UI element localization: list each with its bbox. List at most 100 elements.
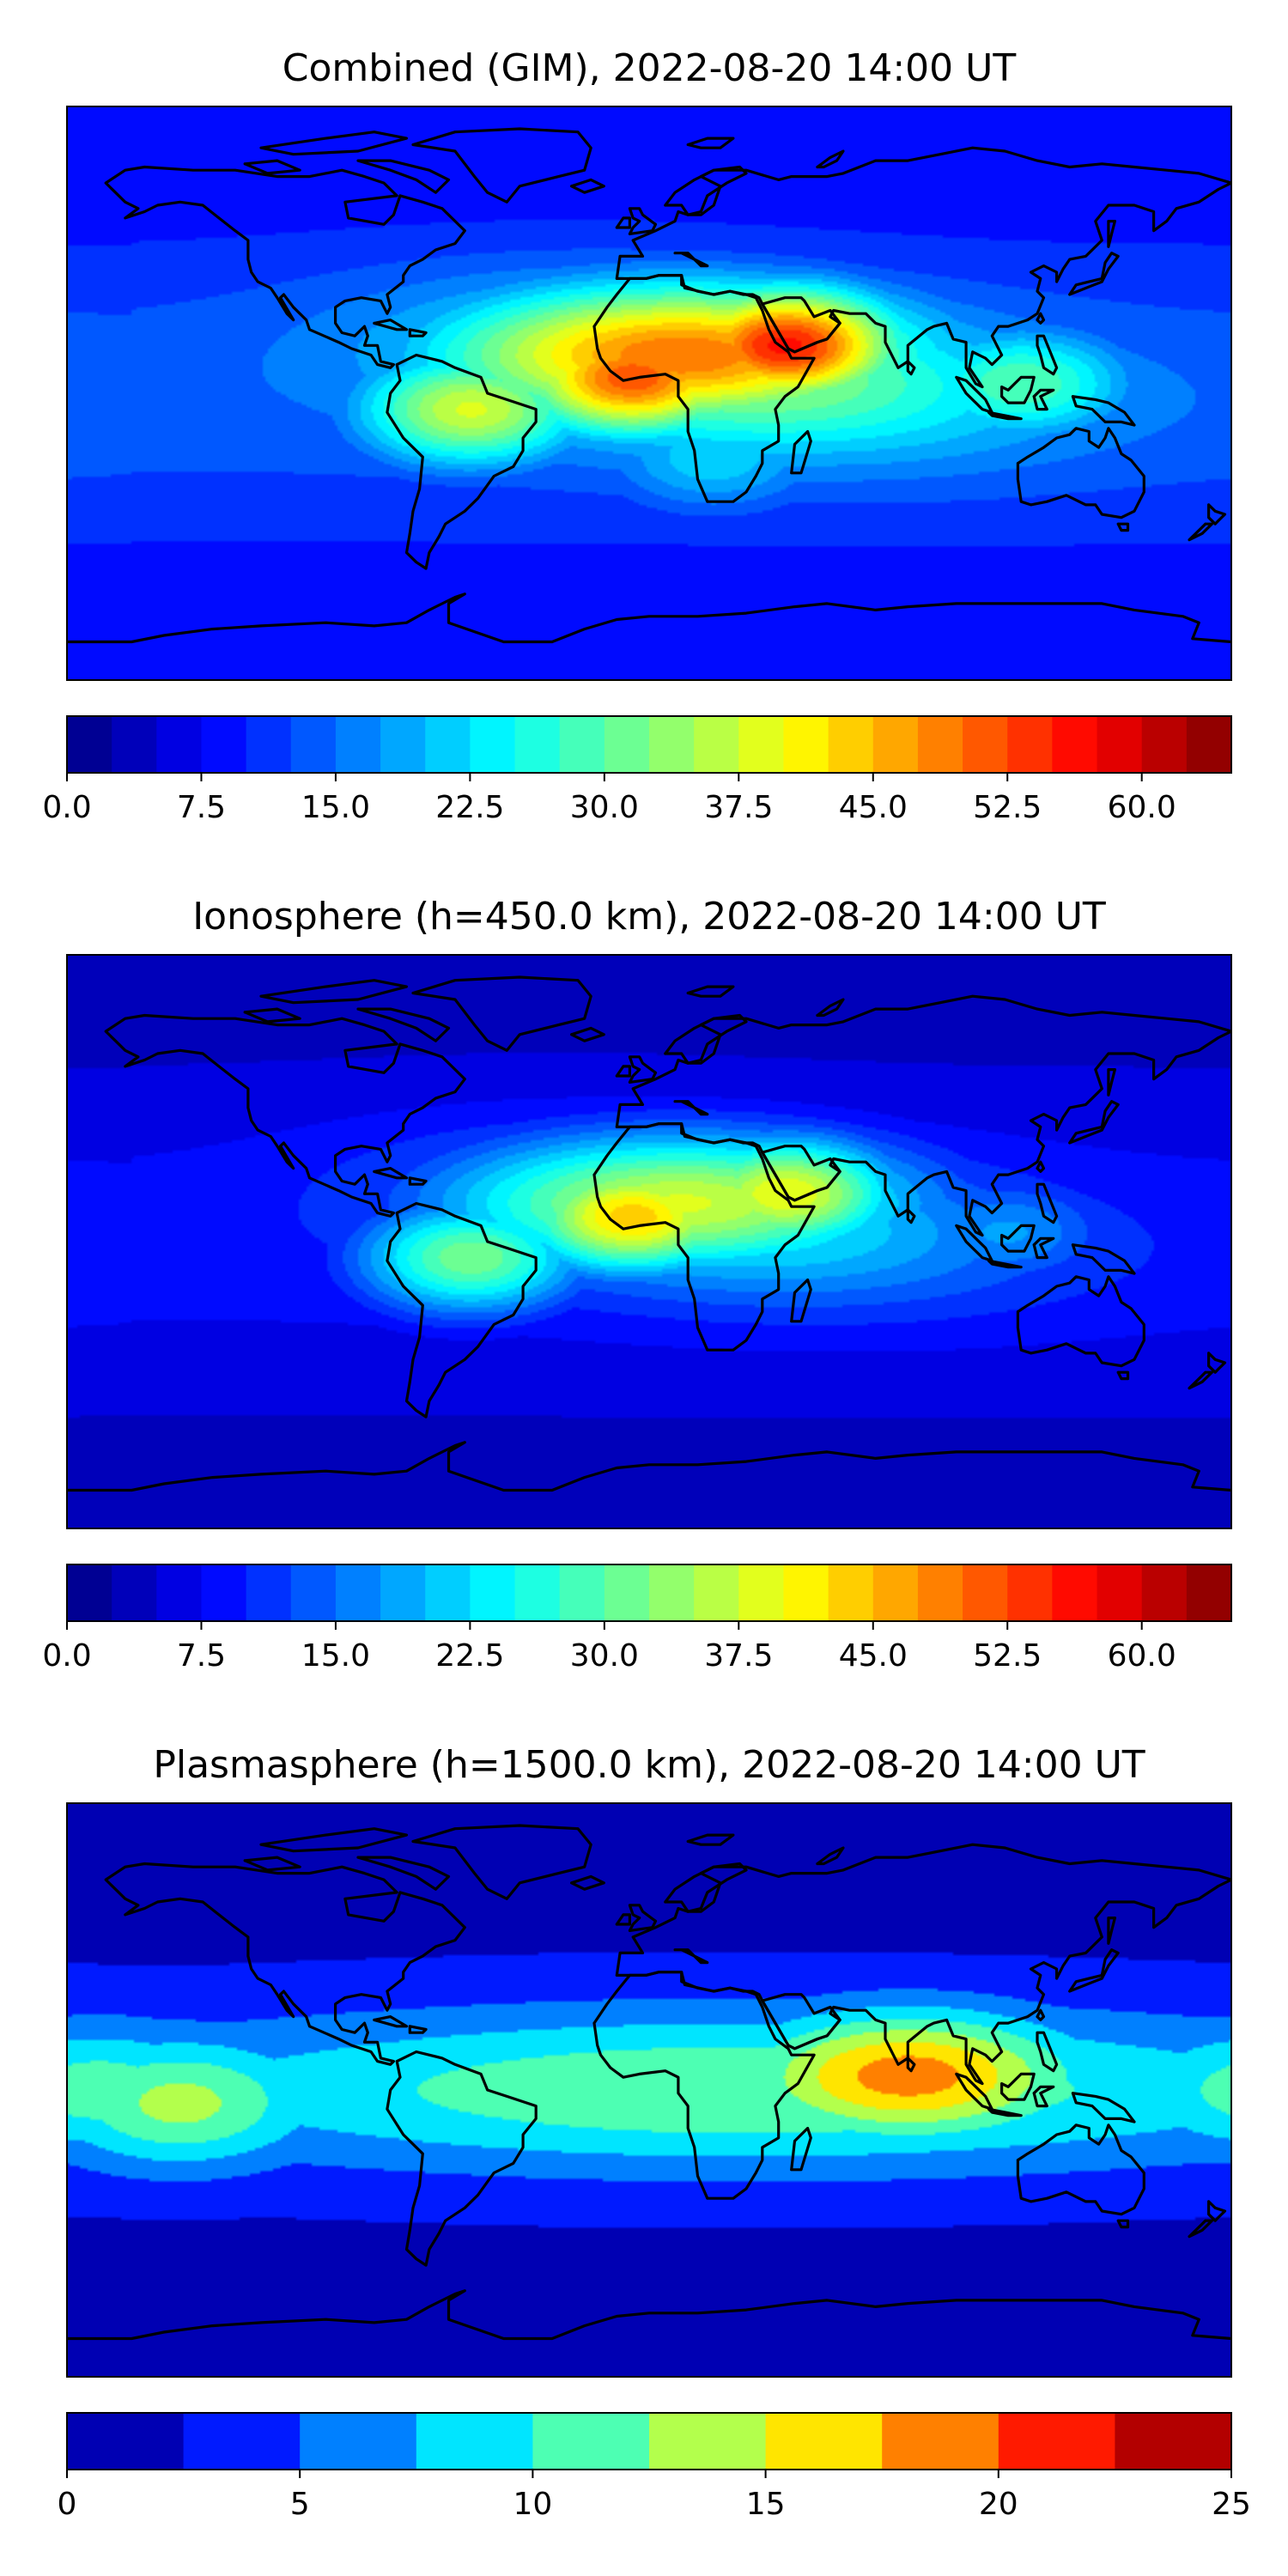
- coastline: [1188, 1370, 1213, 1390]
- coastline: [686, 137, 735, 149]
- colorbar-tick-label: 15: [746, 2487, 786, 2522]
- colorbar-cell: [559, 1564, 605, 1621]
- coastline: [408, 1176, 428, 1186]
- coastlines: [67, 975, 1231, 1492]
- colorbar-cell: [917, 716, 963, 773]
- coastline: [664, 165, 748, 216]
- colorbar-cell: [1052, 1564, 1098, 1621]
- coastline: [1036, 2008, 1046, 2021]
- coastline: [1036, 2031, 1059, 2073]
- colorbar-cell: [1141, 1564, 1188, 1621]
- coastline: [386, 2050, 538, 2267]
- coastline: [1036, 334, 1059, 376]
- coastline: [592, 274, 816, 503]
- tec-field: [67, 955, 1231, 1528]
- map-area: [67, 1803, 1231, 2377]
- coastline: [906, 2057, 916, 2073]
- colorbar-cell: [290, 716, 337, 773]
- colorbar-cell: [694, 1564, 739, 1621]
- coastline: [104, 1013, 466, 1218]
- colorbar-cell: [335, 1564, 381, 1621]
- coastline: [1116, 522, 1130, 532]
- coastlines: [67, 1824, 1231, 2341]
- colorbar-cell: [1052, 716, 1098, 773]
- colorbar-cell: [1007, 716, 1053, 773]
- colorbar-cell: [882, 2413, 999, 2470]
- coastline: [1000, 375, 1036, 404]
- coastline: [1036, 312, 1046, 325]
- colorbar-tick-label: 60.0: [1108, 1638, 1176, 1674]
- coastline: [987, 1259, 1023, 1269]
- colorbar-cell: [425, 1564, 471, 1621]
- coastline: [1107, 220, 1116, 248]
- coastline: [664, 1862, 748, 1913]
- coastline: [673, 252, 709, 268]
- coastline: [386, 1201, 538, 1419]
- colorbar-tick-label: 45.0: [839, 1638, 908, 1674]
- panel-title: Ionosphere (h=450.0 km), 2022-08-20 14:0…: [192, 895, 1106, 939]
- coastline: [1068, 1948, 1120, 1993]
- colorbar-tick-label: 45.0: [839, 790, 908, 825]
- coastline: [906, 1208, 916, 1224]
- coastline: [356, 1856, 451, 1891]
- colorbar-tick-label: 30.0: [570, 790, 639, 825]
- colorbar-cell: [380, 716, 426, 773]
- coastline: [67, 2289, 1231, 2341]
- map-frame: [66, 106, 1232, 681]
- colorbar-cell: [112, 716, 157, 773]
- coastline: [987, 410, 1023, 421]
- coastline: [1107, 1068, 1116, 1097]
- coastline: [761, 1993, 841, 2050]
- colorbar-tick-label: 37.5: [704, 790, 773, 825]
- colorbar-cell: [416, 2413, 533, 2470]
- colorbar-tick-label: 0: [58, 2487, 77, 2522]
- coastline: [664, 1013, 748, 1065]
- coastline: [1207, 1352, 1227, 1374]
- colorbar-cell: [1115, 2413, 1232, 2470]
- colorbar-cell: [828, 716, 874, 773]
- coastline: [259, 1827, 409, 1853]
- colorbar-cell: [201, 716, 247, 773]
- colorbar-frame: [66, 2412, 1232, 2470]
- colorbar-cell: [246, 716, 292, 773]
- coastline: [243, 1007, 301, 1024]
- panel-ionosphere: Ionosphere (h=450.0 km), 2022-08-20 14:0…: [42, 895, 1232, 1674]
- coastline: [816, 149, 845, 169]
- colorbar-cell: [201, 1564, 247, 1621]
- colorbar-tick-label: 60.0: [1108, 790, 1176, 825]
- coastline: [1016, 427, 1145, 519]
- coastline: [373, 319, 409, 331]
- coastline: [1016, 2123, 1145, 2216]
- coastline: [1036, 1182, 1059, 1224]
- colorbar-cell: [183, 2413, 301, 2470]
- colorbar-cell: [963, 716, 1008, 773]
- colorbar: 0 5 10 15 20 25: [58, 2412, 1251, 2522]
- coastline: [373, 1167, 409, 1180]
- coastlines: [67, 127, 1231, 644]
- colorbar-cell: [514, 716, 561, 773]
- coastline: [1107, 1917, 1116, 1945]
- coastline: [987, 2107, 1023, 2117]
- colorbar-cell: [963, 1564, 1008, 1621]
- coastline: [761, 296, 841, 354]
- coastline: [356, 1007, 451, 1042]
- colorbar: 0.0 7.5 15.0 22.5 30.0 37.5 45.0 52.5 60.0: [42, 1564, 1232, 1674]
- coastline: [673, 1948, 709, 1965]
- colorbar-cell: [783, 716, 829, 773]
- coastline: [686, 1833, 735, 1846]
- coastline: [686, 985, 735, 998]
- tec-field: [67, 106, 1231, 680]
- colorbar-cell: [738, 716, 785, 773]
- colorbar-cell: [917, 1564, 963, 1621]
- colorbar-cell: [1186, 1564, 1232, 1621]
- colorbar-cell: [67, 716, 112, 773]
- colorbar-tick-label: 52.5: [973, 790, 1042, 825]
- colorbar-cell: [1097, 716, 1143, 773]
- colorbar-cell: [67, 2413, 185, 2470]
- coastline: [1207, 503, 1227, 526]
- coastline: [570, 178, 605, 194]
- coastline: [67, 1441, 1231, 1492]
- coastline: [1071, 395, 1136, 427]
- coastline: [1188, 2219, 1213, 2239]
